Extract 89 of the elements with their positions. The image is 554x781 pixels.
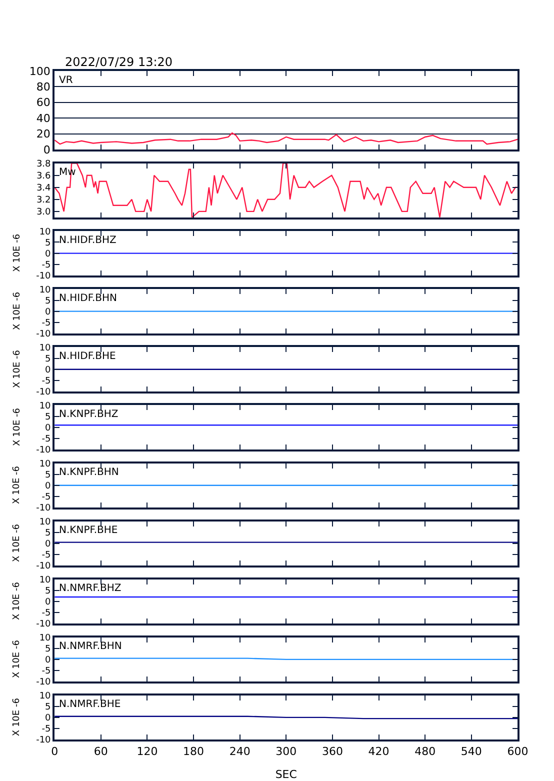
y-tick-label: 60 xyxy=(36,96,50,110)
text: VR xyxy=(59,75,73,86)
y-tick-label: 3.0 xyxy=(36,208,52,218)
y-tick-label: 10 xyxy=(39,227,52,238)
y-axis-title: X 10E -6 xyxy=(12,234,22,272)
y-tick-label: 5 xyxy=(45,586,51,597)
text: N.NMRF.BHZ xyxy=(59,583,122,594)
y-tick-label: -10 xyxy=(36,620,52,630)
y-tick-label: 10 xyxy=(39,401,52,412)
x-tick-label: 240 xyxy=(229,744,250,758)
y-axis-title: X 10E -6 xyxy=(12,698,22,736)
y-tick-label: 80 xyxy=(36,80,50,94)
y-tick-label: -5 xyxy=(42,550,51,561)
y-tick-label: 0 xyxy=(45,540,52,550)
y-tick-label: 5 xyxy=(45,238,51,248)
text: N.HIDF.BHZ xyxy=(59,235,117,246)
y-tick-label: -10 xyxy=(36,736,52,746)
y-tick-label: -5 xyxy=(42,434,51,445)
text: N.KNPF.BHZ xyxy=(59,409,118,420)
y-tick-label: -10 xyxy=(36,504,52,514)
y-tick-label: 3.2 xyxy=(36,196,51,206)
text: 2022/07/29 13:20 xyxy=(65,55,173,69)
x-tick-label: 360 xyxy=(322,744,343,758)
x-tick-label: 420 xyxy=(368,744,390,758)
y-tick-label: 0 xyxy=(45,482,52,492)
y-tick-label: 10 xyxy=(39,285,52,296)
text: N.HIDF.BHN xyxy=(59,293,118,304)
y-tick-label: 5 xyxy=(45,296,51,306)
y-tick-label: 0 xyxy=(43,143,50,156)
y-tick-label: 10 xyxy=(39,343,52,354)
y-tick-label: 10 xyxy=(39,459,52,470)
y-tick-label: 0 xyxy=(45,598,52,608)
y-tick-label: -10 xyxy=(36,678,52,688)
y-tick-label: -5 xyxy=(42,260,51,271)
y-tick-label: -5 xyxy=(42,608,51,619)
y-tick-label: 40 xyxy=(36,112,50,125)
y-tick-label: 5 xyxy=(45,354,51,364)
y-tick-label: 3.6 xyxy=(36,172,52,182)
y-tick-label: -5 xyxy=(42,492,51,503)
y-tick-label: -10 xyxy=(36,272,52,282)
x-tick-label: 180 xyxy=(183,744,204,758)
y-axis-title: X 10E -6 xyxy=(12,466,22,504)
y-tick-label: -5 xyxy=(42,376,51,387)
x-tick-label: 600 xyxy=(507,744,528,758)
text: N.KNPF.BHN xyxy=(59,467,119,478)
y-tick-label: -5 xyxy=(42,318,51,329)
y-tick-label: 3.4 xyxy=(36,184,52,194)
y-tick-label: -10 xyxy=(36,388,52,398)
y-axis-title: X 10E -6 xyxy=(12,524,22,562)
y-tick-label: 100 xyxy=(29,64,50,78)
text: N.KNPF.BHE xyxy=(59,525,118,536)
y-tick-label: 5 xyxy=(45,644,51,655)
y-tick-label: -5 xyxy=(42,666,51,677)
y-tick-label: 20 xyxy=(36,128,50,141)
y-tick-label: 5 xyxy=(45,702,51,713)
line-series xyxy=(54,163,518,218)
y-tick-label: 0 xyxy=(45,656,52,666)
y-tick-label: 5 xyxy=(45,528,51,538)
y-tick-label: 0 xyxy=(45,307,52,318)
y-tick-label: 3.8 xyxy=(36,159,52,170)
y-axis-title: X 10E -6 xyxy=(12,582,22,620)
x-tick-label: 60 xyxy=(94,744,108,758)
y-axis-title: X 10E -6 xyxy=(12,292,22,330)
y-tick-label: 10 xyxy=(39,517,52,528)
x-tick-label: 120 xyxy=(136,744,158,758)
y-axis-title: X 10E -6 xyxy=(12,640,22,678)
y-tick-label: 5 xyxy=(45,412,51,422)
text: N.HIDF.BHE xyxy=(59,351,116,362)
chart-title: N.NMRF.BHE xyxy=(59,699,121,710)
y-tick-label: -10 xyxy=(36,562,52,572)
y-axis-title: X 10E -6 xyxy=(12,408,22,446)
y-tick-label: 0 xyxy=(45,366,52,376)
y-tick-label: 10 xyxy=(39,633,52,644)
chart-title: N.NMRF.BHN xyxy=(59,641,122,652)
x-axis-title: SEC xyxy=(275,768,298,781)
y-tick-label: 0 xyxy=(45,714,52,724)
line-series xyxy=(54,132,518,145)
x-tick-label: 540 xyxy=(460,744,482,758)
y-axis-title: X 10E -6 xyxy=(12,350,22,388)
x-tick-label: 480 xyxy=(414,744,436,758)
x-tick-label: 300 xyxy=(276,744,297,758)
y-tick-label: -5 xyxy=(42,724,51,735)
y-tick-label: 10 xyxy=(39,575,52,586)
y-tick-label: 5 xyxy=(45,470,51,480)
y-tick-label: 0 xyxy=(45,424,52,434)
y-tick-label: 0 xyxy=(45,249,52,260)
y-tick-label: 10 xyxy=(39,691,52,702)
y-tick-label: -10 xyxy=(36,446,52,456)
y-tick-label: -10 xyxy=(36,330,52,340)
